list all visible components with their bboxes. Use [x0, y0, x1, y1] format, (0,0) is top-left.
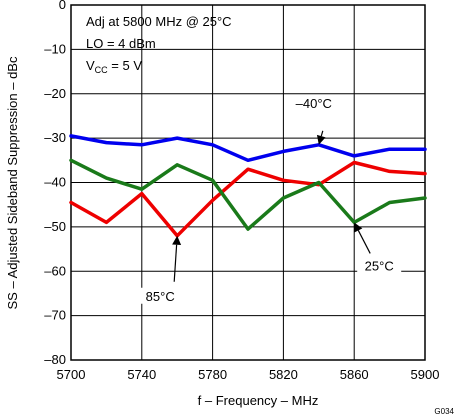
x-tick-label: 5900 [411, 367, 440, 382]
annotation-vcc-value: = 5 V [108, 58, 143, 73]
series-line-0 [69, 134, 427, 163]
callout-arrow-head [172, 235, 182, 246]
conditions-annotation: Adj at 5800 MHz @ 25°C LO = 4 dBm VCC = … [86, 14, 232, 75]
y-tick-label: –30 [44, 130, 66, 145]
annotation-line-3: VCC = 5 V [86, 58, 142, 75]
series-label: 85°C [146, 289, 175, 304]
y-tick-label: –50 [44, 219, 66, 234]
series-line-2 [69, 158, 427, 231]
series-callouts: –40°C 85°C 25°C [138, 94, 402, 304]
y-tick-labels: 0 –10 –20 –30 –40 –50 –60 –70 –80 [44, 0, 66, 367]
x-axis-label: f – Frequency – MHz [198, 393, 319, 408]
callout-arrow-head [316, 134, 326, 145]
y-axis-label: SS – Adjusted Sideband Suppression – dBc [5, 56, 20, 309]
callout-arrow-line [173, 244, 178, 282]
y-tick-label: –60 [44, 263, 66, 278]
y-tick-label: –20 [44, 86, 66, 101]
x-tick-label: 5740 [127, 367, 156, 382]
annotation-line-2: LO = 4 dBm [86, 36, 156, 51]
figure-code: G034 [434, 407, 454, 416]
annotation-line-1: Adj at 5800 MHz @ 25°C [86, 14, 232, 29]
x-tick-label: 5860 [340, 367, 369, 382]
plot-frame [70, 4, 426, 361]
annotation-vcc-sub: CC [95, 65, 108, 75]
callout-arrow-head [354, 222, 363, 233]
series-layer [69, 134, 427, 238]
series-label: –40°C [296, 96, 332, 111]
y-tick-label: –10 [44, 41, 66, 56]
y-tick-label: –70 [44, 308, 66, 323]
y-tick-label: –40 [44, 175, 66, 190]
y-tick-label: 0 [59, 0, 66, 12]
annotation-vcc-v: V [86, 58, 95, 73]
callout-label-background [138, 287, 183, 304]
callout-arrow-line [320, 130, 324, 137]
callout-label-background [357, 257, 402, 274]
x-tick-label: 5780 [198, 367, 227, 382]
series-label: 25°C [365, 258, 394, 273]
y-tick-label: –80 [44, 352, 66, 367]
x-tick-label: 5820 [269, 367, 298, 382]
callout-label-background [291, 94, 336, 111]
x-tick-label: 5700 [57, 367, 86, 382]
series-line-1 [69, 160, 427, 238]
x-tick-labels: 5700 5740 5780 5820 5860 5900 [57, 367, 440, 382]
callout-arrow-line [357, 230, 371, 254]
